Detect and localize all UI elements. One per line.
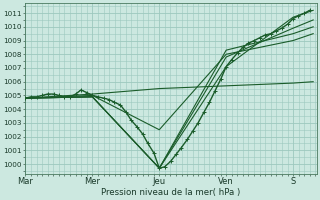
- X-axis label: Pression niveau de la mer( hPa ): Pression niveau de la mer( hPa ): [101, 188, 241, 197]
